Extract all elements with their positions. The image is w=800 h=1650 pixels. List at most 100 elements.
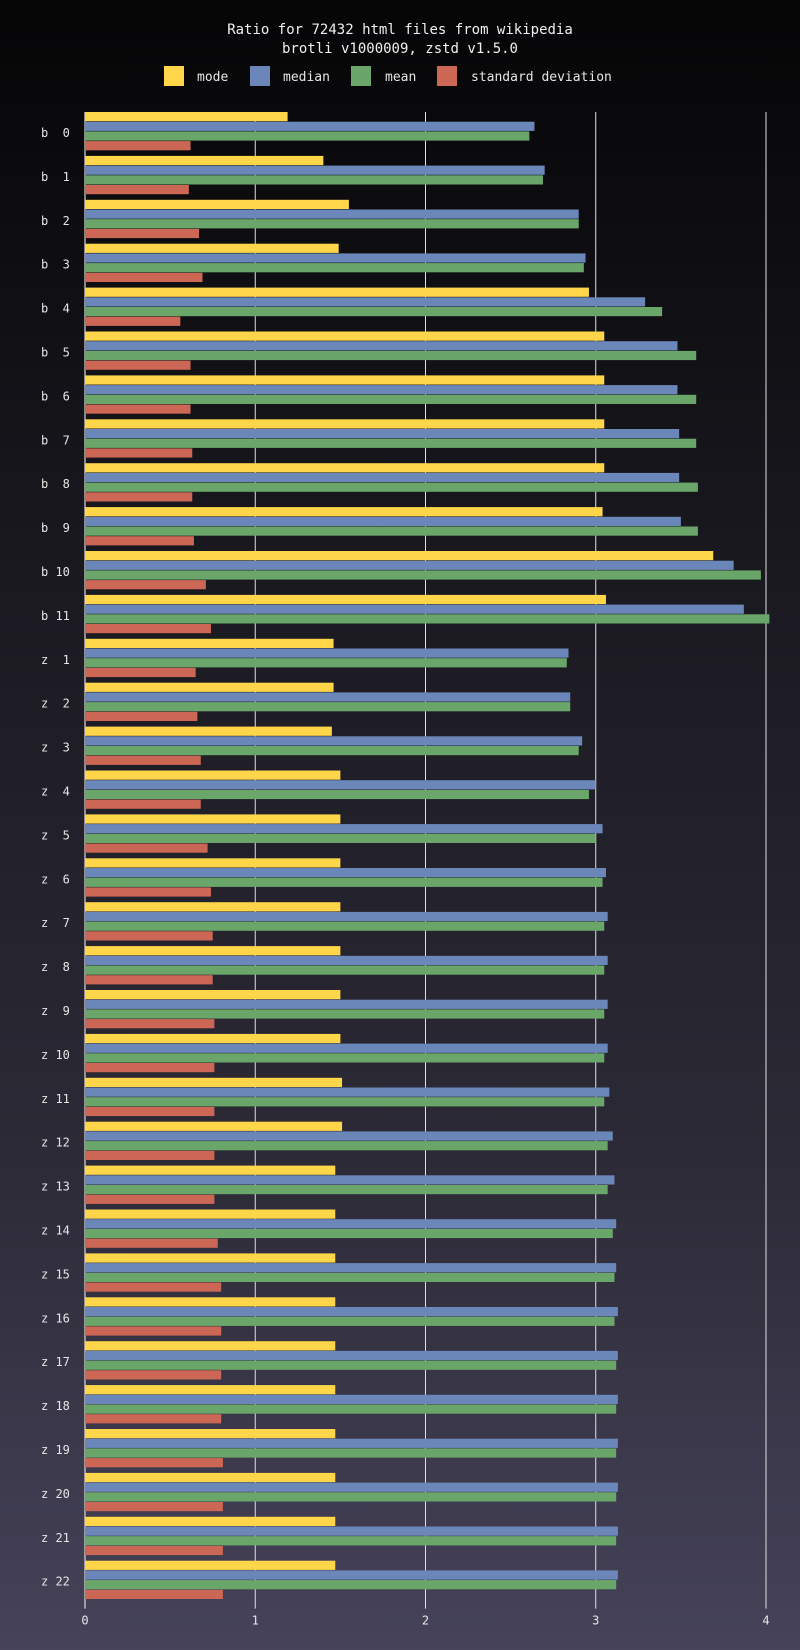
bar-median-b8	[85, 472, 680, 483]
bar-mean-z6	[85, 877, 603, 887]
bar-mode-z1	[85, 638, 334, 648]
category-label: z 14	[41, 1224, 70, 1238]
category-label: b 2	[41, 214, 70, 228]
bar-standard-deviation-z22	[85, 1589, 223, 1599]
category-label: b 7	[41, 433, 70, 447]
category-labels: b 0 b 1 b 2 b 3 b 4 b 5 b 6 b 7 b 8 b 9 b 10 b 11 z …	[41, 126, 70, 1589]
bar-mean-b0	[85, 131, 530, 141]
bar-standard-deviation-z21	[85, 1545, 223, 1556]
bar-mode-z17	[85, 1341, 336, 1351]
bar-mean-z18	[85, 1404, 617, 1414]
bar-mean-z2	[85, 702, 571, 712]
category-label: z 12	[41, 1136, 70, 1150]
bar-median-b6	[85, 385, 678, 395]
bar-mean-z5	[85, 833, 596, 843]
category-label: b 1	[41, 170, 70, 184]
bar-mode-z22	[85, 1560, 336, 1570]
bar-mode-b2	[85, 199, 349, 209]
bar-standard-deviation-z9	[85, 1019, 215, 1029]
bar-mode-z11	[85, 1077, 343, 1087]
bar-mean-b5	[85, 350, 697, 361]
bar-mean-z19	[85, 1448, 617, 1458]
bar-mean-b7	[85, 438, 697, 448]
bar-standard-deviation-b2	[85, 228, 200, 239]
bar-standard-deviation-z5	[85, 843, 208, 853]
bar-median-z14	[85, 1219, 617, 1229]
bar-mode-z4	[85, 770, 341, 780]
bar-median-z21	[85, 1526, 618, 1536]
bar-mean-b3	[85, 263, 584, 273]
legend-swatch-median	[250, 66, 270, 86]
bar-mode-z9	[85, 990, 341, 1000]
category-label: b 8	[41, 477, 70, 491]
bar-standard-deviation-b9	[85, 536, 194, 546]
bar-mode-z21	[85, 1516, 336, 1526]
bar-mode-b0	[85, 112, 288, 122]
bar-mode-z8	[85, 946, 341, 956]
bar-mode-b5	[85, 331, 605, 341]
x-tick-label-1: 1	[252, 1614, 259, 1628]
category-label: z 3	[41, 741, 70, 755]
bar-mean-z21	[85, 1536, 617, 1546]
bar-standard-deviation-b0	[85, 141, 191, 151]
bar-standard-deviation-b1	[85, 185, 189, 195]
bar-mode-z12	[85, 1121, 343, 1131]
bar-mean-z17	[85, 1360, 617, 1370]
bar-mode-z2	[85, 682, 334, 692]
legend-label-mode: mode	[197, 70, 228, 85]
bar-standard-deviation-z17	[85, 1370, 222, 1380]
bar-mean-z16	[85, 1316, 615, 1326]
bar-median-z10	[85, 1043, 608, 1053]
bar-standard-deviation-z11	[85, 1106, 215, 1117]
bar-standard-deviation-z13	[85, 1194, 215, 1204]
bar-standard-deviation-z1	[85, 667, 196, 678]
bar-mean-z15	[85, 1272, 615, 1282]
legend-label-median: median	[283, 70, 330, 85]
category-label: b 11	[41, 609, 70, 623]
bar-mode-b3	[85, 243, 339, 253]
category-label: b 4	[41, 302, 70, 316]
bar-median-z20	[85, 1482, 618, 1492]
category-label: z 10	[41, 1048, 70, 1062]
bar-standard-deviation-z18	[85, 1414, 222, 1424]
bar-mean-z13	[85, 1185, 608, 1195]
bar-mean-z3	[85, 746, 579, 756]
bar-mean-b8	[85, 482, 698, 492]
bar-mode-b8	[85, 463, 605, 473]
bar-median-z15	[85, 1263, 617, 1273]
bar-mean-z12	[85, 1141, 608, 1151]
x-tick-label-3: 3	[592, 1614, 599, 1628]
category-label: b 5	[41, 346, 70, 360]
bar-mean-z7	[85, 921, 605, 931]
bar-mean-z22	[85, 1580, 617, 1590]
bar-median-b7	[85, 429, 680, 439]
bar-mode-z5	[85, 814, 341, 824]
bar-mean-z1	[85, 658, 567, 668]
bar-median-z5	[85, 824, 603, 834]
bar-standard-deviation-b11	[85, 624, 211, 634]
bar-mean-b11	[85, 614, 770, 624]
bar-median-z13	[85, 1175, 615, 1185]
category-label: b 10	[41, 565, 70, 579]
bar-median-b9	[85, 516, 681, 526]
legend-swatch-mode	[164, 66, 184, 86]
bar-standard-deviation-b5	[85, 360, 191, 370]
category-label: z 20	[41, 1487, 70, 1501]
bar-median-b5	[85, 341, 678, 351]
bar-median-b2	[85, 209, 579, 219]
x-tick-label-0: 0	[81, 1614, 88, 1628]
bar-standard-deviation-b3	[85, 272, 203, 282]
chart-title: Ratio for 72432 html files from wikipedi…	[227, 22, 573, 38]
chart-subtitle: brotli v1000009, zstd v1.5.0	[282, 41, 518, 57]
bar-median-z2	[85, 692, 571, 702]
bar-mode-z3	[85, 726, 332, 736]
bar-mode-b7	[85, 419, 605, 429]
legend-swatch-mean	[351, 66, 371, 86]
category-label: z 4	[41, 785, 70, 799]
bar-standard-deviation-z12	[85, 1150, 215, 1160]
bar-median-z7	[85, 911, 608, 922]
bar-mean-b1	[85, 175, 543, 185]
bar-mode-z10	[85, 1033, 341, 1044]
legend-label-mean: mean	[385, 70, 416, 85]
category-label: z 9	[41, 1004, 70, 1018]
